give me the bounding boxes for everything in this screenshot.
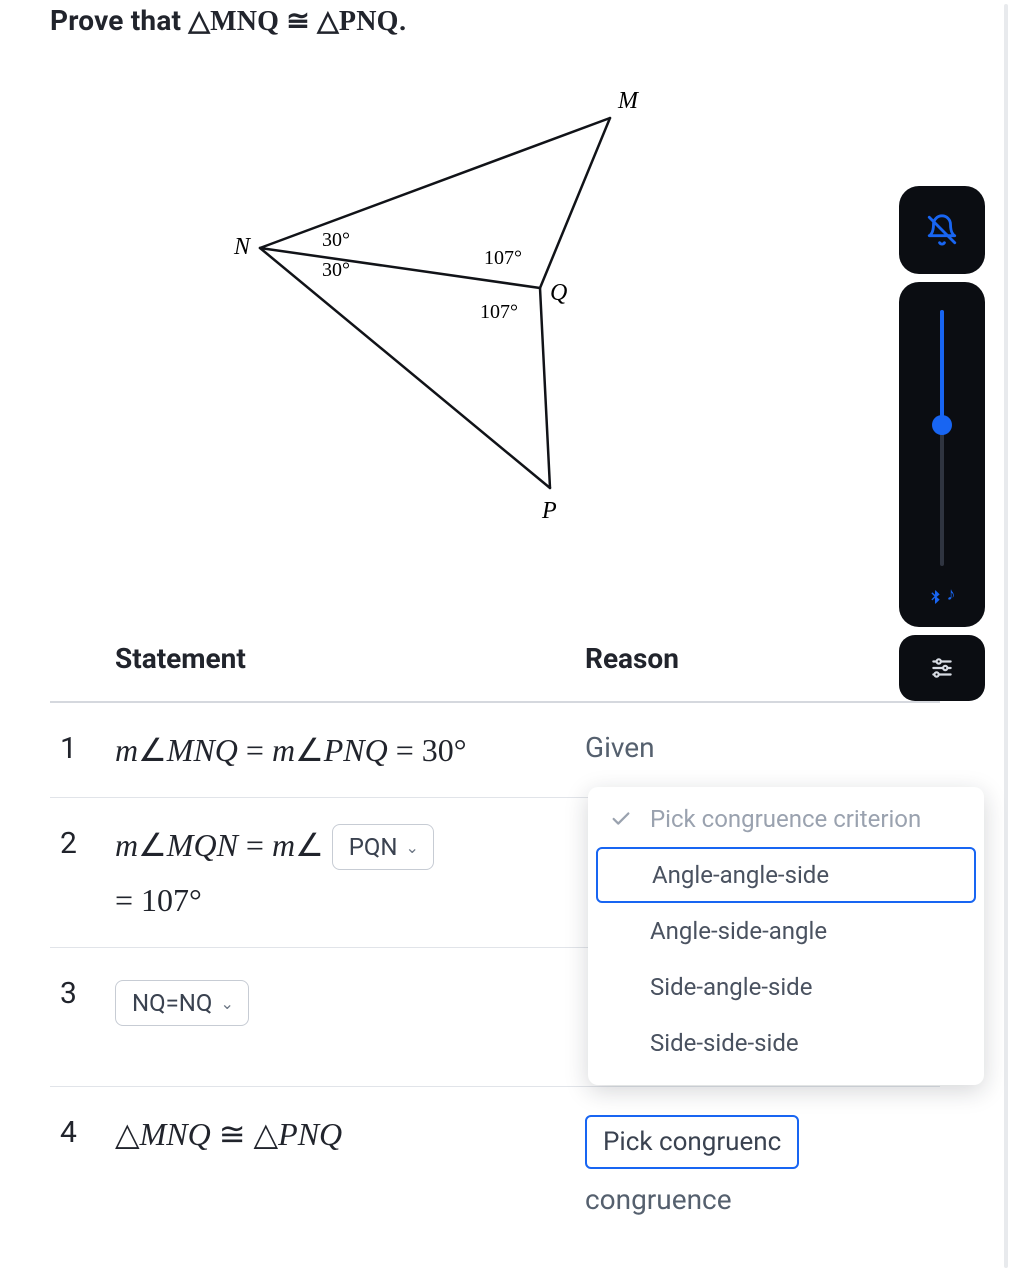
col-statement: Statement: [105, 628, 575, 702]
mute-tile[interactable]: [899, 186, 985, 274]
dropdown-option[interactable]: Angle-side-angle: [588, 903, 984, 959]
dropdown-option-label: Angle-angle-side: [652, 861, 829, 889]
angle-select-value: PQN: [349, 833, 398, 861]
svg-text:30°: 30°: [322, 259, 350, 281]
statement-text: m∠MQN = m∠ PQN ⌄: [115, 827, 434, 863]
chevron-down-icon: ⌄: [220, 994, 233, 1013]
side-select-value: NQ=NQ: [132, 989, 212, 1017]
scrollbar-track: [1004, 4, 1008, 1268]
table-row: 1 m∠MNQ = m∠PNQ = 30° Given: [50, 702, 940, 798]
prompt-congr: ≅: [279, 6, 317, 37]
dropdown-option-label: Angle-side-angle: [650, 917, 827, 945]
statement-text: m∠MNQ = m∠PNQ = 30°: [115, 732, 467, 768]
dropdown-option-label: Side-angle-side: [650, 973, 812, 1001]
check-icon: [610, 808, 632, 830]
svg-text:107°: 107°: [484, 247, 522, 269]
reason-text: Given: [575, 702, 940, 798]
chevron-down-icon: ⌄: [406, 838, 419, 857]
prompt-suffix: .: [399, 4, 407, 37]
col-reason: Reason: [575, 628, 940, 702]
volume-slider-tile[interactable]: ♪: [899, 282, 985, 627]
slider-active: [940, 310, 944, 425]
prompt-prefix: Prove that: [50, 4, 188, 37]
page-scrollbar[interactable]: [1001, 4, 1011, 1268]
row-number: 3: [50, 948, 105, 1087]
criterion-dropdown[interactable]: Pick congruence criterion Angle-angle-si…: [588, 787, 984, 1085]
svg-text:M: M: [617, 88, 640, 114]
bluetooth-audio-icon: ♪: [929, 584, 956, 605]
dropdown-option[interactable]: Angle-angle-side: [596, 847, 976, 903]
svg-text:N: N: [233, 234, 252, 260]
slider-thumb[interactable]: [932, 415, 952, 435]
svg-text:P: P: [541, 498, 557, 524]
slider-track[interactable]: [940, 310, 944, 566]
row-number: 1: [50, 702, 105, 798]
row-number: 2: [50, 798, 105, 948]
statement-suffix: = 107°: [115, 882, 202, 918]
statement-text: △MNQ ≅ △PNQ: [115, 1116, 342, 1152]
prompt-tri1: △MNQ: [188, 6, 279, 37]
dropdown-header-label: Pick congruence criterion: [650, 805, 921, 833]
criterion-select[interactable]: Pick congruenc: [585, 1115, 799, 1169]
triangle-diagram: N M Q P 30° 30° 107° 107°: [180, 68, 700, 548]
figure-container: N M Q P 30° 30° 107° 107°: [50, 68, 940, 548]
side-select[interactable]: NQ=NQ ⌄: [115, 980, 249, 1026]
row-number: 4: [50, 1087, 105, 1245]
bell-off-icon: [925, 213, 959, 247]
svg-text:107°: 107°: [480, 301, 518, 323]
reason-tail: congruence: [585, 1183, 930, 1216]
settings-tile[interactable]: [899, 635, 985, 701]
table-row: 4 △MNQ ≅ △PNQ Pick congruenc congruence: [50, 1087, 940, 1245]
prompt-text: Prove that △MNQ ≅ △PNQ.: [50, 4, 940, 38]
dropdown-header[interactable]: Pick congruence criterion: [588, 791, 984, 847]
svg-text:Q: Q: [550, 280, 567, 306]
sliders-icon: [929, 655, 955, 681]
dropdown-option[interactable]: Side-side-side: [588, 1015, 984, 1071]
svg-text:30°: 30°: [322, 229, 350, 251]
dropdown-option-label: Side-side-side: [650, 1029, 799, 1057]
angle-select[interactable]: PQN ⌄: [332, 824, 434, 870]
dropdown-option[interactable]: Side-angle-side: [588, 959, 984, 1015]
system-panel: ♪: [899, 186, 985, 701]
prompt-tri2: △PNQ: [317, 6, 398, 37]
